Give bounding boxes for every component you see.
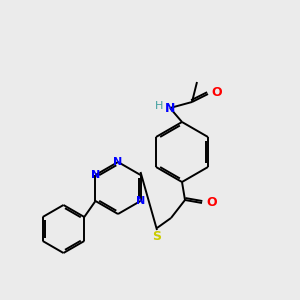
Text: N: N [91, 170, 100, 180]
Text: O: O [212, 86, 222, 100]
Text: H: H [155, 101, 163, 111]
Text: O: O [207, 196, 217, 209]
Text: N: N [165, 101, 175, 115]
Text: N: N [113, 157, 123, 167]
Text: N: N [136, 196, 145, 206]
Text: S: S [152, 230, 161, 242]
